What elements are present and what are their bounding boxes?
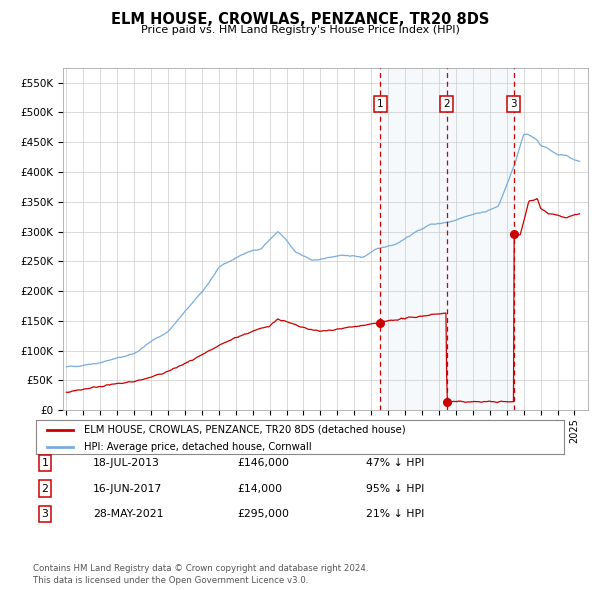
Text: 16-JUN-2017: 16-JUN-2017 (93, 484, 162, 493)
Text: £146,000: £146,000 (237, 458, 289, 468)
Text: 1: 1 (377, 99, 383, 109)
Text: 3: 3 (511, 99, 517, 109)
Text: ELM HOUSE, CROWLAS, PENZANCE, TR20 8DS (detached house): ELM HOUSE, CROWLAS, PENZANCE, TR20 8DS (… (83, 425, 405, 435)
Text: HPI: Average price, detached house, Cornwall: HPI: Average price, detached house, Corn… (83, 442, 311, 452)
Text: Price paid vs. HM Land Registry's House Price Index (HPI): Price paid vs. HM Land Registry's House … (140, 25, 460, 35)
Text: 95% ↓ HPI: 95% ↓ HPI (366, 484, 424, 493)
Text: 3: 3 (41, 509, 49, 519)
Text: Contains HM Land Registry data © Crown copyright and database right 2024.
This d: Contains HM Land Registry data © Crown c… (33, 565, 368, 585)
Text: £14,000: £14,000 (237, 484, 282, 493)
Text: 47% ↓ HPI: 47% ↓ HPI (366, 458, 424, 468)
Text: 18-JUL-2013: 18-JUL-2013 (93, 458, 160, 468)
Text: 28-MAY-2021: 28-MAY-2021 (93, 509, 163, 519)
Text: £295,000: £295,000 (237, 509, 289, 519)
Text: 2: 2 (443, 99, 450, 109)
Text: ELM HOUSE, CROWLAS, PENZANCE, TR20 8DS: ELM HOUSE, CROWLAS, PENZANCE, TR20 8DS (111, 12, 489, 27)
Text: 21% ↓ HPI: 21% ↓ HPI (366, 509, 424, 519)
Bar (380, 68, 514, 410)
Text: 1: 1 (41, 458, 49, 468)
Text: 2: 2 (41, 484, 49, 493)
